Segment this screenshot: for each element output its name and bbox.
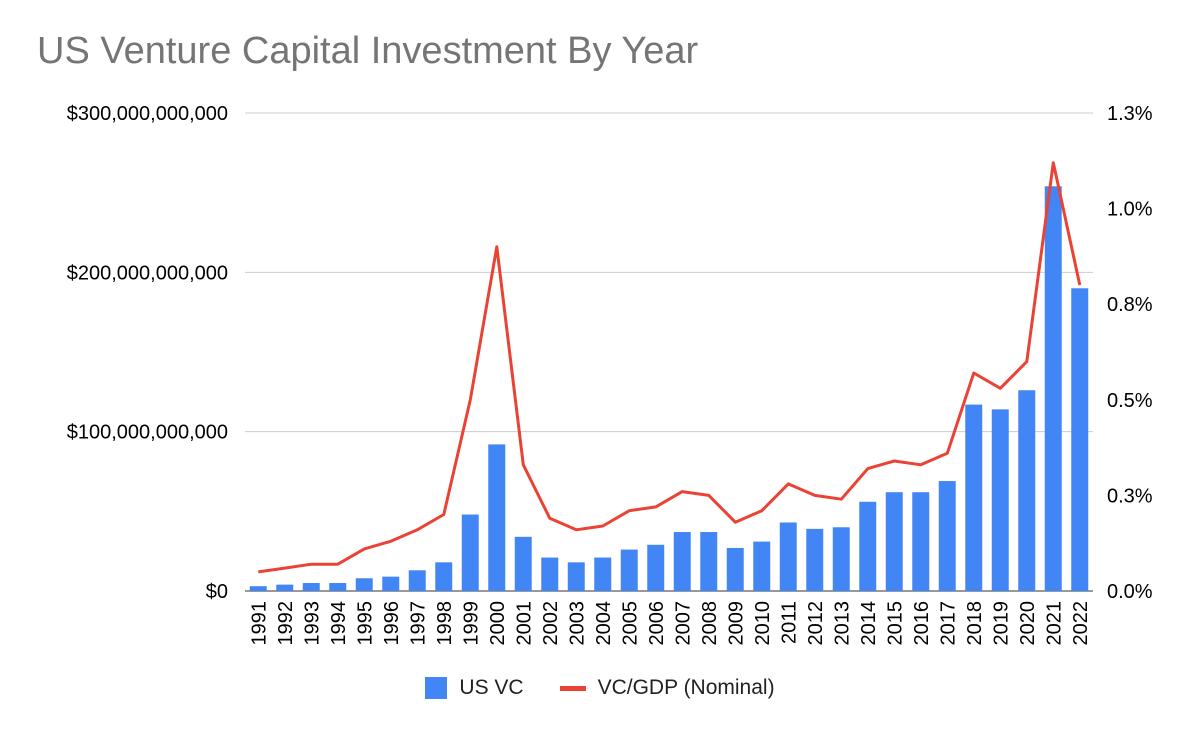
- x-tick-label: 2007: [672, 601, 694, 646]
- x-tick-label: 2006: [646, 601, 668, 646]
- y-tick-label-left: $100,000,000,000: [67, 422, 228, 444]
- x-tick-label: 2002: [540, 601, 562, 646]
- bar-2013[interactable]: [832, 527, 850, 591]
- bar-2012[interactable]: [806, 528, 824, 591]
- x-tick-label: 2021: [1043, 601, 1065, 646]
- bar-2014[interactable]: [859, 501, 877, 591]
- y-tick-label-right: 0.3%: [1107, 485, 1153, 507]
- bar-2005[interactable]: [620, 549, 638, 591]
- y-tick-label-right: 0.8%: [1107, 294, 1153, 316]
- bar-1996[interactable]: [382, 576, 400, 591]
- bar-2002[interactable]: [541, 557, 559, 591]
- legend-label-vc-gdp: VC/GDP (Nominal): [597, 676, 775, 699]
- x-tick-label: 2014: [858, 601, 880, 646]
- x-tick-label: 2003: [566, 601, 588, 646]
- bar-2010[interactable]: [753, 541, 771, 591]
- bar-2021[interactable]: [1044, 186, 1062, 591]
- x-tick-label: 1996: [381, 601, 403, 646]
- x-axis: 1991 1992 1993 1994 1995 1996 1997 1998 1999 2000…: [248, 601, 1092, 646]
- legend-swatch-bar: [425, 677, 448, 699]
- x-tick-label: 2000: [487, 601, 509, 646]
- bar-2019[interactable]: [991, 409, 1009, 591]
- x-tick-label: 2016: [911, 601, 933, 646]
- legend-item-vc-gdp[interactable]: VC/GDP (Nominal): [559, 676, 775, 700]
- bar-2018[interactable]: [965, 404, 983, 591]
- x-tick-label: 1998: [434, 601, 456, 646]
- bar-2006[interactable]: [647, 544, 665, 591]
- x-tick-label: 2009: [725, 601, 747, 646]
- y-tick-label-left: $200,000,000,000: [67, 262, 228, 284]
- bar-1997[interactable]: [408, 570, 426, 591]
- x-tick-label: 2012: [805, 601, 827, 646]
- x-tick-label: 2010: [752, 601, 774, 646]
- bar-1993[interactable]: [302, 583, 320, 591]
- y-tick-label-left: $300,000,000,000: [67, 103, 228, 125]
- bar-2017[interactable]: [938, 481, 956, 591]
- bar-1994[interactable]: [329, 583, 347, 591]
- x-tick-label: 1997: [407, 601, 429, 646]
- bar-2009[interactable]: [726, 547, 744, 591]
- x-tick-label: 1994: [328, 601, 350, 646]
- x-tick-label: 2004: [593, 601, 615, 646]
- y-tick-label-right: 1.0%: [1107, 199, 1153, 221]
- x-tick-label: 2005: [619, 601, 641, 646]
- x-tick-label: 1999: [460, 601, 482, 646]
- legend-swatch-line: [559, 685, 586, 691]
- bar-2011[interactable]: [779, 522, 797, 591]
- x-tick-label: 2013: [831, 601, 853, 646]
- y-tick-label-left: $0: [206, 581, 228, 603]
- legend-item-us-vc[interactable]: US VC: [425, 676, 524, 700]
- x-tick-label: 2022: [1070, 601, 1092, 646]
- x-tick-label: 2017: [937, 601, 959, 646]
- y-tick-label-right: 0.0%: [1107, 581, 1153, 603]
- line-vc-gdp[interactable]: [258, 161, 1082, 574]
- x-tick-label: 1995: [354, 601, 376, 646]
- x-tick-label: 2020: [1017, 601, 1039, 646]
- bar-2003[interactable]: [567, 562, 585, 591]
- x-tick-label: 2018: [964, 601, 986, 646]
- bar-2007[interactable]: [673, 532, 691, 591]
- x-tick-label: 1991: [248, 601, 270, 646]
- x-tick-label: 2011: [778, 601, 800, 644]
- x-tick-label: 2019: [990, 601, 1012, 646]
- bar-1991[interactable]: [249, 586, 267, 591]
- line-series-vc-gdp: [258, 161, 1082, 574]
- bar-2004[interactable]: [594, 557, 612, 591]
- bar-2008[interactable]: [700, 532, 718, 591]
- bar-2000[interactable]: [488, 444, 506, 591]
- x-tick-label: 1992: [275, 601, 297, 646]
- x-tick-label: 2001: [513, 601, 535, 646]
- chart-title: US Venture Capital Investment By Year: [37, 30, 699, 72]
- bar-1992[interactable]: [276, 584, 294, 591]
- bar-1998[interactable]: [435, 562, 453, 591]
- bar-2022[interactable]: [1071, 288, 1089, 591]
- bar-1999[interactable]: [461, 514, 479, 591]
- x-tick-label: 2015: [884, 601, 906, 646]
- legend: US VC VC/GDP (Nominal): [0, 676, 1200, 700]
- bar-2016[interactable]: [912, 492, 930, 591]
- y-tick-label-right: 0.5%: [1107, 390, 1153, 412]
- y-axis-left: $0 $100,000,000,000 $200,000,000,000 $300,0…: [67, 103, 228, 603]
- bar-2015[interactable]: [885, 492, 903, 591]
- x-tick-label: 1993: [301, 601, 323, 646]
- bar-series-us-vc: [249, 186, 1089, 591]
- y-axis-right: 0.0% 0.3% 0.5% 0.8% 1.0% 1.3%: [1107, 103, 1153, 603]
- x-tick-label: 2008: [699, 601, 721, 646]
- bar-1995[interactable]: [355, 578, 373, 591]
- legend-label-us-vc: US VC: [459, 676, 524, 699]
- bar-2001[interactable]: [514, 536, 532, 591]
- y-tick-label-right: 1.3%: [1107, 103, 1153, 125]
- bar-2020[interactable]: [1018, 390, 1036, 591]
